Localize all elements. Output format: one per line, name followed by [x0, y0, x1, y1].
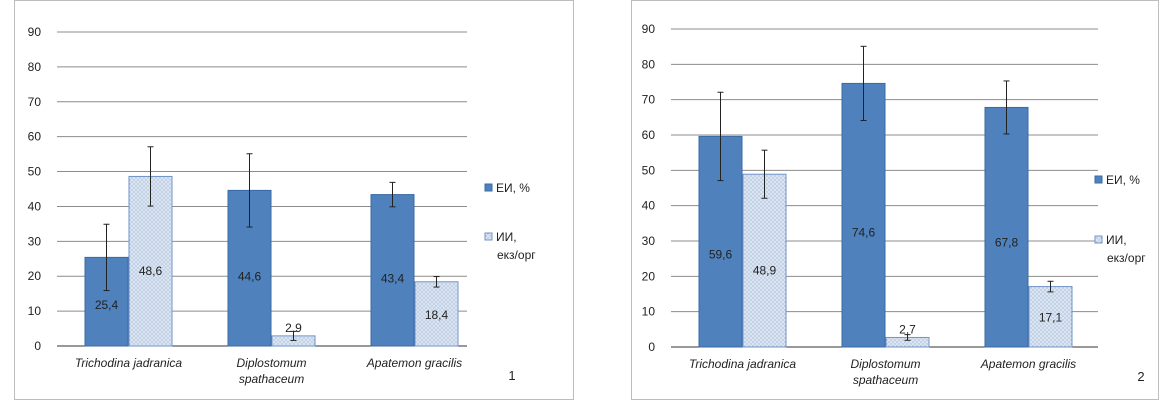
y-tick-label: 30	[28, 234, 42, 248]
y-tick-label: 80	[642, 57, 656, 71]
legend-swatch	[1094, 175, 1103, 184]
y-tick-label: 60	[642, 128, 656, 142]
legend-swatch	[484, 183, 493, 192]
bar-ii	[1028, 286, 1073, 348]
panel-number: 2	[1137, 369, 1144, 384]
data-label: 43,4	[381, 271, 405, 285]
y-tick-label: 50	[28, 165, 42, 179]
y-tick-label: 10	[28, 304, 42, 318]
bar-fi	[370, 194, 415, 347]
legend-swatch	[1094, 235, 1103, 244]
category-label: Apatemon gracilis	[366, 356, 462, 370]
data-label: 2,9	[285, 321, 302, 335]
category-label: Diplostomum	[850, 357, 920, 371]
y-tick-label: 80	[28, 60, 42, 74]
category-label: spathaceum	[239, 372, 304, 386]
y-tick-label: 0	[648, 340, 655, 354]
category-label: Diplostomum	[236, 356, 306, 370]
bar-ii	[742, 173, 787, 348]
y-tick-label: 40	[642, 199, 656, 213]
bar-chart-2: 0 10 20 30 40 50 60 70 80 90 59,6 48,9 Trichodina ja…	[642, 22, 1147, 387]
category-label: Apatemon gracilis	[980, 357, 1076, 371]
y-tick-label: 40	[28, 199, 42, 213]
y-tick-label: 90	[28, 25, 42, 39]
y-tick-label: 70	[642, 93, 656, 107]
legend-label: екз/орг	[1107, 251, 1146, 265]
data-label: 18,4	[425, 308, 449, 322]
y-tick-label: 30	[642, 234, 656, 248]
bar-chart-1: 0 10 20 30 40 50 60 70 80 90 25,4 48,6 Trichodina ja…	[28, 25, 537, 386]
legend-label: екз/орг	[497, 248, 536, 262]
y-tick-label: 90	[642, 22, 656, 36]
legend-label: ЕИ, %	[496, 181, 530, 195]
y-tick-label: 50	[642, 163, 656, 177]
bar-fi	[984, 106, 1029, 348]
y-tick-label: 10	[642, 305, 656, 319]
data-label: 48,6	[139, 264, 163, 278]
data-label: 2,7	[899, 322, 916, 336]
y-tick-label: 20	[642, 269, 656, 283]
chart-panel-1: 0 10 20 30 40 50 60 70 80 90 25,4 48,6 Trichodina ja…	[14, 0, 574, 400]
legend-label: ИИ,	[1106, 233, 1127, 247]
panel-number: 1	[508, 368, 515, 383]
y-tick-label: 60	[28, 130, 42, 144]
legend-label: ЕИ, %	[1106, 173, 1140, 187]
y-tick-label: 20	[28, 269, 42, 283]
y-tick-label: 70	[28, 95, 42, 109]
bar-ii	[128, 175, 173, 347]
data-label: 67,8	[995, 235, 1019, 249]
data-label: 44,6	[238, 270, 262, 284]
legend-swatch	[484, 232, 493, 241]
chart-panel-2: 0 10 20 30 40 50 60 70 80 90 59,6 48,9 Trichodina ja…	[631, 0, 1159, 400]
bar-fi	[227, 189, 272, 347]
data-label: 25,4	[95, 298, 119, 312]
legend-label: ИИ,	[496, 230, 517, 244]
bar-ii	[414, 281, 459, 347]
category-label: Trichodina jadranica	[75, 356, 182, 370]
bar-fi	[841, 82, 886, 348]
data-label: 17,1	[1039, 311, 1063, 325]
category-label: spathaceum	[853, 373, 918, 387]
y-tick-label: 0	[34, 339, 41, 353]
category-label: Trichodina jadranica	[689, 357, 796, 371]
data-label: 48,9	[753, 263, 777, 277]
data-label: 59,6	[709, 248, 733, 262]
data-label: 74,6	[852, 225, 876, 239]
